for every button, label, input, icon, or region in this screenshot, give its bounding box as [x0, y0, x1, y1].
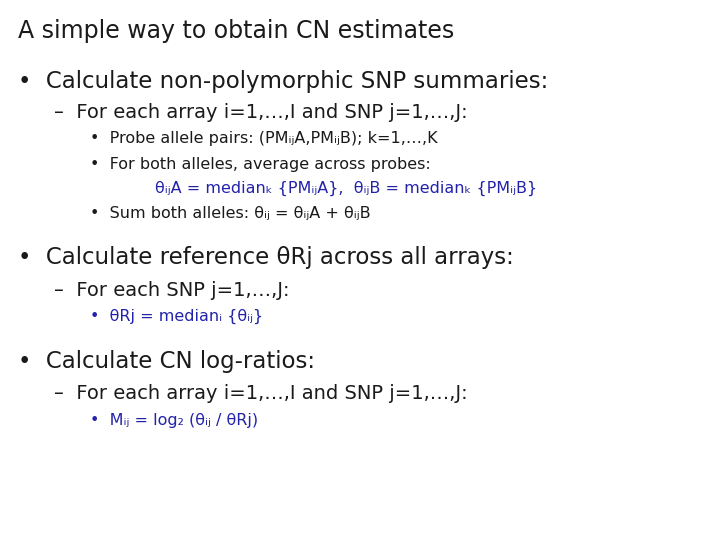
Text: •  Calculate reference θRj across all arrays:: • Calculate reference θRj across all arr…	[18, 246, 514, 269]
Text: •  Calculate non-polymorphic SNP summaries:: • Calculate non-polymorphic SNP summarie…	[18, 70, 548, 93]
Text: –  For each array i=1,…,I and SNP j=1,…,J:: – For each array i=1,…,I and SNP j=1,…,J…	[54, 103, 467, 122]
Text: –  For each SNP j=1,…,J:: – For each SNP j=1,…,J:	[54, 281, 289, 300]
Text: –  For each array i=1,…,I and SNP j=1,…,J:: – For each array i=1,…,I and SNP j=1,…,J…	[54, 384, 467, 403]
Text: •  Sum both alleles: θᵢⱼ = θᵢⱼA + θᵢⱼB: • Sum both alleles: θᵢⱼ = θᵢⱼA + θᵢⱼB	[90, 206, 371, 221]
Text: •  θRj = medianᵢ {θᵢⱼ}: • θRj = medianᵢ {θᵢⱼ}	[90, 309, 263, 324]
Text: θᵢⱼA = medianₖ {PMᵢⱼA},  θᵢⱼB = medianₖ {PMᵢⱼB}: θᵢⱼA = medianₖ {PMᵢⱼA}, θᵢⱼB = medianₖ {…	[155, 181, 537, 196]
Text: •  For both alleles, average across probes:: • For both alleles, average across probe…	[90, 157, 431, 172]
Text: •  Probe allele pairs: (PMᵢⱼA,PMᵢⱼB); k=1,…,K: • Probe allele pairs: (PMᵢⱼA,PMᵢⱼB); k=1…	[90, 131, 438, 146]
Text: A simple way to obtain CN estimates: A simple way to obtain CN estimates	[18, 19, 454, 43]
Text: •  Mᵢⱼ = log₂ (θᵢⱼ / θRj): • Mᵢⱼ = log₂ (θᵢⱼ / θRj)	[90, 413, 258, 428]
Text: •  Calculate CN log-ratios:: • Calculate CN log-ratios:	[18, 350, 315, 373]
